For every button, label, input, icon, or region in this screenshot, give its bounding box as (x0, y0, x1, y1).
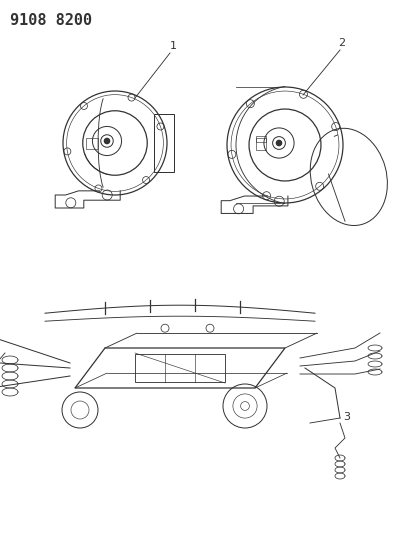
Bar (154, 115, 173, 172)
Text: 2: 2 (337, 38, 345, 48)
Text: 1: 1 (169, 41, 176, 51)
Circle shape (104, 139, 109, 143)
Bar (255, 136, 266, 142)
Bar (255, 138, 266, 150)
Circle shape (276, 140, 281, 146)
Bar (135, 354, 225, 382)
Text: 9108 8200: 9108 8200 (10, 13, 92, 28)
Bar (86, 138, 98, 149)
Text: 3: 3 (342, 412, 349, 422)
